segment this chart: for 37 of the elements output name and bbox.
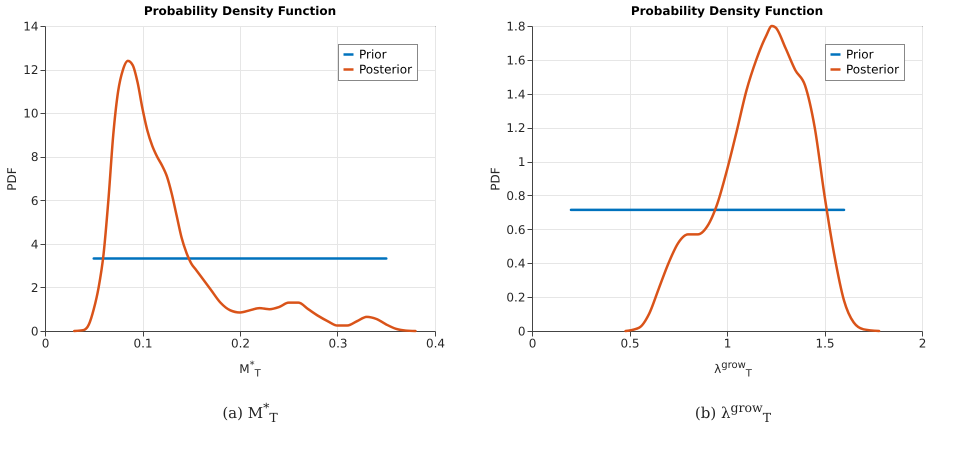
y-tick-label: 0.6	[506, 222, 526, 237]
y-tick-label: 12	[23, 63, 38, 78]
y-tick-label: 8	[30, 150, 38, 164]
y-tick-label: 0	[518, 324, 526, 338]
y-axis-title: PDF	[5, 167, 20, 191]
y-tick-label: 4	[30, 237, 38, 252]
y-tick-label: 0	[30, 324, 38, 338]
legend-label: Prior	[846, 48, 874, 62]
legend-label: Prior	[359, 48, 387, 62]
y-tick-label: 2	[30, 280, 38, 295]
y-tick-label: 1.4	[506, 87, 526, 102]
y-tick-label: 1.6	[506, 53, 526, 68]
x-tick-label: 0.3	[328, 336, 348, 350]
y-tick-label: 0.2	[506, 290, 526, 305]
y-tick-label: 10	[23, 106, 38, 121]
y-tick-label: 1	[518, 155, 526, 170]
y-tick-label: 6	[30, 194, 38, 208]
x-tick-label: 1.5	[815, 336, 835, 350]
x-tick-label: 0	[42, 336, 50, 350]
x-tick-label: 2	[918, 336, 926, 350]
x-tick-label: 0.5	[620, 336, 640, 350]
legend-label: Posterior	[846, 62, 900, 76]
x-tick-label: 0	[528, 336, 536, 350]
line-series	[73, 60, 417, 332]
x-tick-label: 0.1	[133, 336, 153, 350]
legend-label: Posterior	[359, 62, 412, 76]
x-tick-label: 0.2	[230, 336, 250, 350]
x-tick-label: 0.4	[426, 336, 446, 350]
chart-title: Probability Density Function	[144, 4, 336, 18]
x-tick-label: 1	[724, 336, 732, 350]
y-tick-label: 0.8	[506, 188, 526, 203]
chart-title: Probability Density Function	[630, 4, 824, 18]
y-tick-label: 1.8	[506, 20, 526, 34]
y-tick-label: 1.2	[506, 121, 526, 136]
y-tick-label: 0.4	[506, 256, 526, 271]
y-axis-title: PDF	[488, 167, 502, 191]
y-tick-label: 14	[23, 20, 38, 34]
